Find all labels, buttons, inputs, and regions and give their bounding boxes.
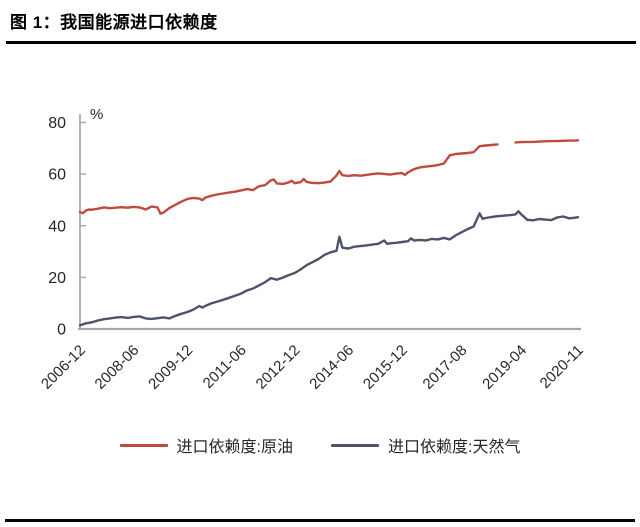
bottom-divider xyxy=(5,519,635,522)
x-tick-label: 2020-11 xyxy=(537,342,587,392)
x-tick-label: 2011-06 xyxy=(200,342,250,392)
y-tick-label: 80 xyxy=(48,115,66,132)
chart-legend: 进口依赖度:原油 进口依赖度:天然气 xyxy=(0,433,640,457)
series-natural-gas xyxy=(78,210,580,327)
title-divider xyxy=(6,41,636,44)
series-crude-oil xyxy=(78,139,580,215)
x-tick-label: 2019-04 xyxy=(479,342,530,393)
x-tick-label: 2009-12 xyxy=(145,342,196,393)
x-tick-label: 2015-12 xyxy=(360,342,411,393)
x-tick-label: 2008-06 xyxy=(92,342,143,393)
figure-title: 图 1：我国能源进口依赖度 xyxy=(10,13,218,32)
legend-item-natural-gas: 进口依赖度:天然气 xyxy=(331,433,520,457)
x-tick-label: 2012-12 xyxy=(253,342,304,393)
y-tick-label: 0 xyxy=(57,322,66,339)
y-axis-unit-label: % xyxy=(90,106,104,123)
legend-line-crude-oil-icon xyxy=(119,443,168,447)
x-tick-label: 2006-12 xyxy=(38,342,89,393)
x-tick-label: 2017-08 xyxy=(420,342,471,393)
legend-item-crude-oil: 进口依赖度:原油 xyxy=(119,433,293,457)
legend-label-natural-gas: 进口依赖度:天然气 xyxy=(388,439,521,456)
y-tick-label: 60 xyxy=(48,167,66,184)
y-tick-label: 40 xyxy=(48,218,66,235)
legend-line-natural-gas-icon xyxy=(331,443,379,447)
legend-label-crude-oil: 进口依赖度:原油 xyxy=(176,439,293,456)
y-tick-label: 20 xyxy=(48,270,66,287)
x-tick-label: 2014-06 xyxy=(306,342,357,393)
